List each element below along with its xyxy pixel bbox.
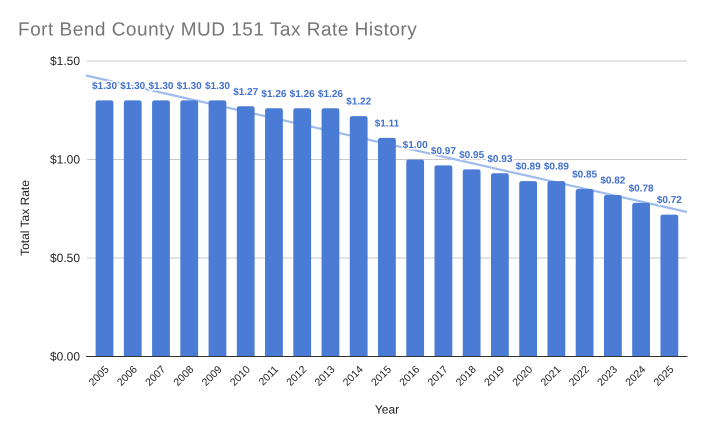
svg-text:$0.00: $0.00 <box>50 350 80 364</box>
svg-text:$1.00: $1.00 <box>50 153 80 167</box>
svg-text:$1.27: $1.27 <box>233 87 258 98</box>
svg-text:$1.30: $1.30 <box>148 81 173 92</box>
svg-text:$1.50: $1.50 <box>50 54 80 68</box>
svg-text:Fort Bend County MUD 151 Tax R: Fort Bend County MUD 151 Tax Rate Histor… <box>18 20 417 41</box>
svg-text:Total Tax Rate: Total Tax Rate <box>18 180 32 256</box>
svg-text:$1.26: $1.26 <box>318 89 343 100</box>
svg-text:$0.85: $0.85 <box>572 170 597 181</box>
svg-text:$0.93: $0.93 <box>487 154 512 165</box>
svg-text:$1.30: $1.30 <box>177 81 202 92</box>
svg-text:$1.00: $1.00 <box>403 140 428 151</box>
svg-text:Year: Year <box>375 403 399 417</box>
svg-text:$1.30: $1.30 <box>92 81 117 92</box>
svg-text:$0.97: $0.97 <box>431 146 456 157</box>
svg-text:$0.78: $0.78 <box>629 183 654 194</box>
svg-text:$1.22: $1.22 <box>346 97 371 108</box>
svg-text:$1.26: $1.26 <box>290 89 315 100</box>
svg-text:$1.30: $1.30 <box>120 81 145 92</box>
svg-text:$0.89: $0.89 <box>544 162 569 173</box>
svg-text:$0.72: $0.72 <box>657 195 682 206</box>
svg-text:$0.89: $0.89 <box>516 162 541 173</box>
svg-text:$1.11: $1.11 <box>375 118 400 129</box>
svg-text:$1.30: $1.30 <box>205 81 230 92</box>
svg-text:$0.82: $0.82 <box>600 175 625 186</box>
svg-text:$1.26: $1.26 <box>261 89 286 100</box>
svg-text:$0.50: $0.50 <box>50 251 80 265</box>
svg-text:$0.95: $0.95 <box>459 150 484 161</box>
